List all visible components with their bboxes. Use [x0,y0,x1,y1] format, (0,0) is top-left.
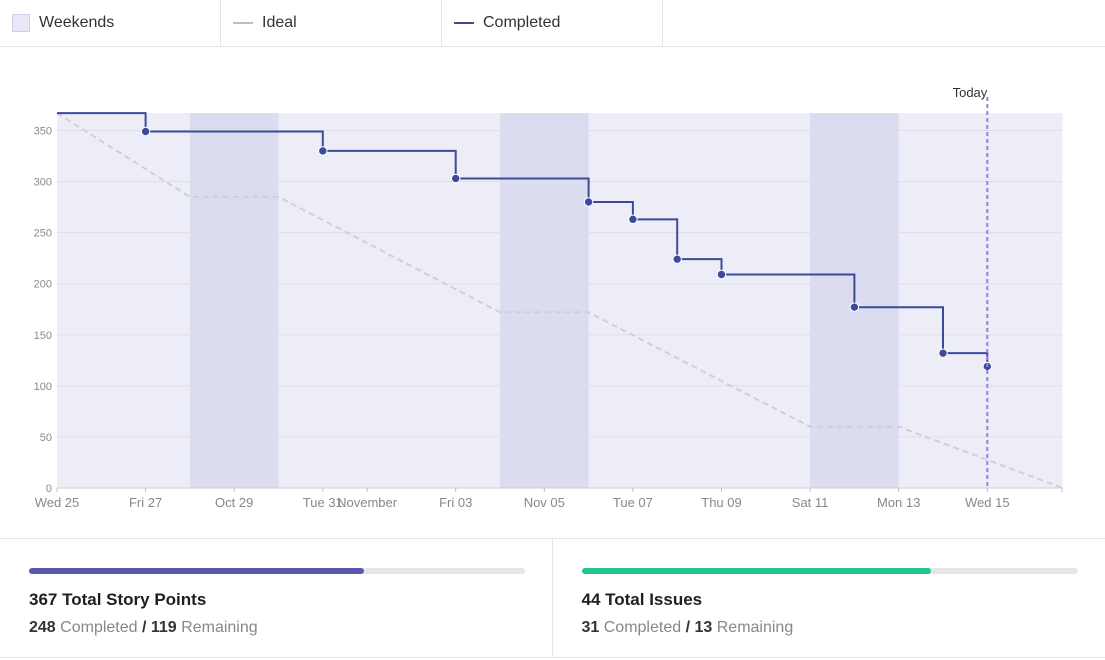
y-tick-label: 350 [34,125,52,137]
story-points-summary: 248 Completed / 119 Remaining [29,619,258,637]
x-tick-label: Sat 11 [792,495,829,510]
completed-line-icon [454,22,474,24]
story-points-panel: 367 Total Story Points 248 Completed / 1… [0,539,553,657]
y-tick-label: 150 [34,330,52,342]
completed-point [938,348,948,358]
burndown-chart-svg: 0 50 100 150 200 250 300 350 Wed 25 Fri 27 Oct 29… [34,85,1063,510]
story-points-progress-fill [29,568,365,574]
x-tick-label: Wed 25 [35,495,80,510]
weekend-swatch-icon [12,14,30,32]
x-tick-label: Thu 09 [701,495,741,510]
completed-point [628,214,638,225]
x-tick-label: Fri 27 [129,495,162,510]
y-tick-label: 200 [34,279,52,291]
legend-label-weekends: Weekends [39,14,115,31]
completed-point [140,126,151,137]
weekend-band [189,113,279,488]
legend-label-ideal: Ideal [262,14,297,31]
story-points-separator: / [141,619,147,636]
ideal-line-icon [233,22,253,24]
issues-panel: 44 Total Issues 31 Completed / 13 Remain… [553,539,1105,657]
completed-point [583,197,594,207]
completed-point [716,269,727,280]
sprint-stats: 367 Total Story Points 248 Completed / 1… [0,538,1105,658]
issues-summary: 31 Completed / 13 Remaining [582,619,794,637]
legend-item-completed[interactable]: Completed [442,0,663,46]
y-tick-label: 50 [40,432,52,444]
legend-item-weekends[interactable]: Weekends [0,0,221,46]
x-tick-label: Nov 05 [524,495,565,510]
legend-item-ideal[interactable]: Ideal [221,0,442,46]
issues-separator: / [685,619,691,636]
x-tick-label: November [337,495,398,510]
completed-point [451,173,461,184]
story-points-progress-track [29,568,525,574]
x-tick-label: Mon 13 [877,495,920,510]
legend-label-completed: Completed [483,14,561,31]
issues-title: 44 Total Issues [581,590,703,609]
issues-progress-fill [581,568,932,574]
completed-point [849,302,860,312]
burndown-chart: 0 50 100 150 200 250 300 350 Wed 25 Fri 27 Oct 29… [0,47,1105,537]
completed-point [672,254,682,264]
x-tick-label: Oct 29 [215,495,253,510]
issues-completed-label: Completed [603,619,682,636]
y-tick-label: 100 [34,381,52,393]
story-points-remaining-value: 119 [150,619,177,636]
ideal-line [56,112,1063,489]
x-tick-label: Wed 15 [965,495,1010,510]
issues-remaining-value: 13 [694,619,713,636]
story-points-completed-value: 248 [29,619,56,636]
issues-completed-value: 31 [581,619,600,636]
issues-progress-track [581,568,1078,574]
today-label: Today [953,85,988,100]
x-tick-label: Tue 31 [303,495,343,510]
completed-point [318,146,328,156]
x-tick-label: Fri 03 [439,495,472,510]
story-points-remaining-label: Remaining [181,619,258,636]
y-tick-label: 250 [34,228,52,240]
x-tick-label: Tue 07 [613,495,653,510]
y-tick-label: 300 [34,177,52,189]
story-points-title: 367 Total Story Points [29,590,207,609]
chart-legend: Weekends Ideal Completed [0,0,1105,47]
issues-remaining-label: Remaining [716,619,794,636]
story-points-completed-label: Completed [60,619,138,636]
y-tick-label: 0 [46,483,52,495]
weekend-band [500,113,589,488]
